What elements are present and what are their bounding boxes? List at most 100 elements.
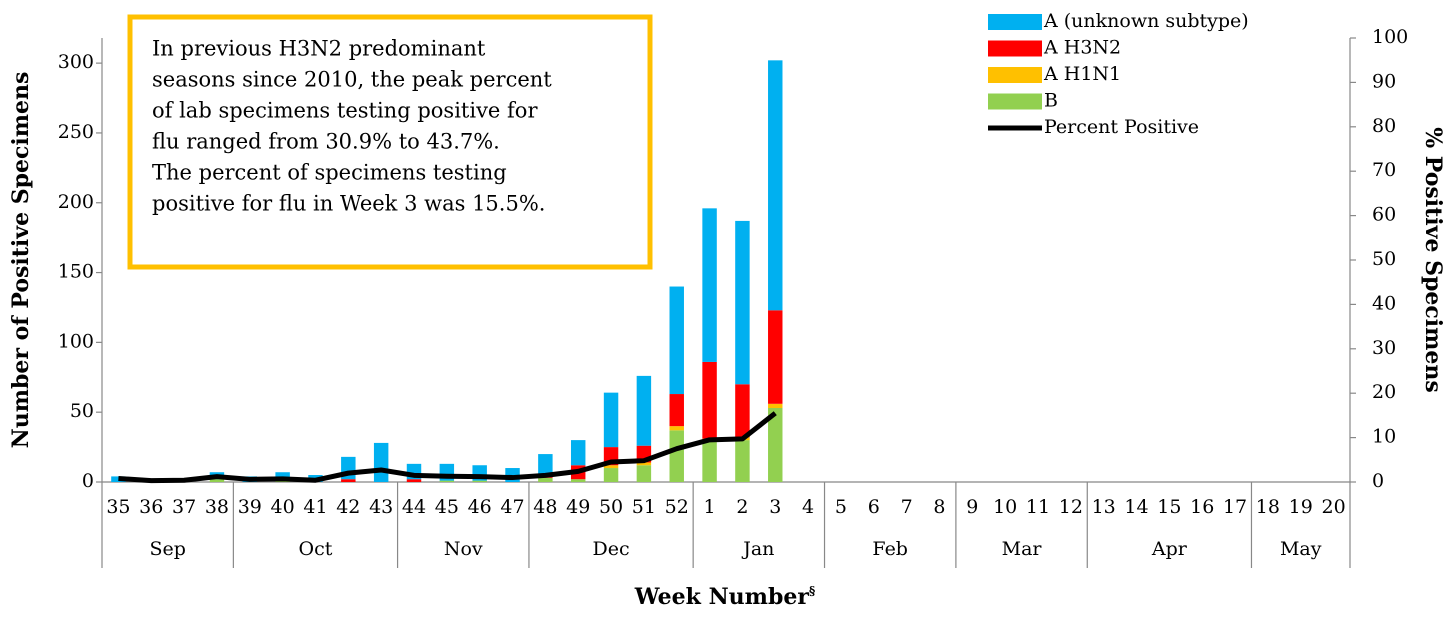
annotation-line: seasons since 2010, the peak percent bbox=[152, 68, 552, 92]
x-tick-label: 16 bbox=[1190, 496, 1214, 518]
x-tick-label: 41 bbox=[303, 496, 327, 518]
legend-swatch bbox=[988, 67, 1042, 83]
x-tick-label: 49 bbox=[566, 496, 590, 518]
x-axis-title: Week Number§ bbox=[634, 584, 815, 611]
y-tick-label: 300 bbox=[58, 51, 94, 73]
y2-tick-label: 70 bbox=[1372, 159, 1396, 181]
x-tick-label: 37 bbox=[172, 496, 196, 518]
annotation-line: of lab specimens testing positive for bbox=[152, 99, 538, 123]
x-tick-label: 52 bbox=[665, 496, 689, 518]
x-tick-label: 42 bbox=[336, 496, 360, 518]
month-label: Feb bbox=[872, 538, 908, 560]
y2-tick-label: 50 bbox=[1372, 248, 1396, 270]
x-tick-label: 20 bbox=[1321, 496, 1345, 518]
bar-segment bbox=[702, 208, 717, 362]
x-tick-label: 44 bbox=[402, 496, 426, 518]
legend-swatch bbox=[988, 14, 1042, 30]
month-label: Jan bbox=[741, 538, 774, 560]
x-tick-label: 10 bbox=[993, 496, 1017, 518]
x-tick-label: 7 bbox=[901, 496, 913, 518]
bar-segment bbox=[439, 480, 455, 482]
x-tick-label: 46 bbox=[468, 496, 492, 518]
bar-segment bbox=[373, 442, 389, 482]
x-tick-label: 18 bbox=[1256, 496, 1280, 518]
legend-label: A H3N2 bbox=[1043, 37, 1121, 59]
y2-tick-label: 90 bbox=[1372, 70, 1396, 92]
y2-tick-label: 20 bbox=[1372, 381, 1396, 403]
y2-tick-label: 40 bbox=[1372, 292, 1396, 314]
bar-segment bbox=[603, 468, 619, 482]
x-tick-label: 35 bbox=[106, 496, 130, 518]
x-tick-label: 1 bbox=[704, 496, 716, 518]
x-tick-label: 12 bbox=[1059, 496, 1083, 518]
x-tick-label: 13 bbox=[1092, 496, 1116, 518]
x-tick-label: 48 bbox=[533, 496, 557, 518]
bar-segment bbox=[735, 220, 750, 385]
x-tick-label: 14 bbox=[1124, 496, 1148, 518]
x-tick-label: 36 bbox=[139, 496, 163, 518]
legend-label: A (unknown subtype) bbox=[1043, 10, 1249, 32]
annotation-line: In previous H3N2 predominant bbox=[152, 37, 486, 61]
y2-tick-label: 30 bbox=[1372, 337, 1396, 359]
month-label: Sep bbox=[149, 538, 185, 560]
bar-segment bbox=[472, 480, 487, 482]
bar-segment bbox=[636, 465, 652, 482]
bar-segment bbox=[768, 408, 783, 482]
y-tick-label: 100 bbox=[58, 330, 94, 352]
y2-axis-title: % Positive Specimens bbox=[1420, 127, 1446, 393]
x-tick-label: 50 bbox=[599, 496, 623, 518]
legend-swatch bbox=[988, 93, 1042, 110]
bar-segment bbox=[341, 479, 356, 482]
x-tick-label: 43 bbox=[369, 496, 393, 518]
x-axis-footnote: § bbox=[809, 584, 815, 598]
bar-segment bbox=[209, 479, 225, 482]
month-label: Apr bbox=[1151, 538, 1188, 560]
x-tick-label: 6 bbox=[868, 496, 880, 518]
x-tick-label: 3 bbox=[769, 496, 781, 518]
y-tick-label: 150 bbox=[58, 261, 94, 283]
y-tick-label: 50 bbox=[70, 400, 94, 422]
x-tick-label: 45 bbox=[435, 496, 459, 518]
x-tick-label: 5 bbox=[835, 496, 847, 518]
bar-segment bbox=[669, 430, 684, 482]
legend-label: Percent Positive bbox=[1044, 116, 1199, 138]
bar-segment bbox=[735, 384, 750, 438]
bar-segment bbox=[603, 392, 619, 448]
month-label: Dec bbox=[592, 538, 629, 560]
month-label: May bbox=[1280, 538, 1322, 560]
x-tick-label: 8 bbox=[933, 496, 945, 518]
x-tick-label: 19 bbox=[1289, 496, 1313, 518]
month-label: Oct bbox=[299, 538, 333, 560]
bar-segment bbox=[538, 454, 553, 477]
x-tick-label: 4 bbox=[802, 496, 814, 518]
x-tick-label: 38 bbox=[205, 496, 229, 518]
bar-segment bbox=[636, 375, 652, 446]
x-tick-label: 51 bbox=[632, 496, 656, 518]
bar-segment bbox=[768, 403, 783, 408]
x-tick-label: 40 bbox=[271, 496, 295, 518]
x-tick-label: 2 bbox=[736, 496, 748, 518]
bar-segment bbox=[702, 440, 717, 482]
x-tick-label: 9 bbox=[966, 496, 978, 518]
x-tick-label: 17 bbox=[1223, 496, 1247, 518]
y-axis-title: Number of Positive Specimens bbox=[8, 72, 34, 449]
y2-tick-label: 60 bbox=[1372, 204, 1396, 226]
y-tick-label: 0 bbox=[82, 470, 94, 492]
bar-segment bbox=[570, 479, 586, 482]
annotation-line: flu ranged from 30.9% to 43.7%. bbox=[152, 130, 500, 154]
month-label: Nov bbox=[444, 538, 483, 560]
x-tick-label: 39 bbox=[238, 496, 262, 518]
line-series bbox=[118, 411, 777, 484]
bar-segment bbox=[768, 310, 783, 404]
bar-segment bbox=[702, 361, 717, 439]
y2-tick-label: 100 bbox=[1372, 26, 1408, 48]
y2-tick-label: 80 bbox=[1372, 115, 1396, 137]
x-tick-label: 15 bbox=[1157, 496, 1181, 518]
bar-segment bbox=[768, 60, 783, 311]
annotation-box bbox=[127, 14, 653, 270]
bar-segment bbox=[570, 440, 586, 466]
y2-tick-label: 0 bbox=[1372, 470, 1384, 492]
x-tick-label: 47 bbox=[500, 496, 524, 518]
bar-segment bbox=[669, 394, 684, 427]
y2-tick-label: 10 bbox=[1372, 426, 1396, 448]
